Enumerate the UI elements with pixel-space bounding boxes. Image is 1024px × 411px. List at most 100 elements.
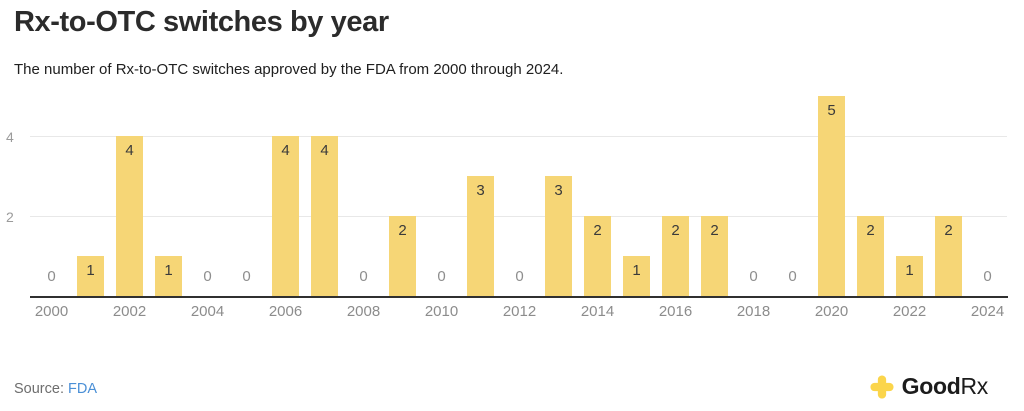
y-tick-label: 2: [6, 209, 14, 225]
goodrx-logo: GoodRx: [869, 373, 988, 400]
bar-column-2013: 3: [539, 96, 578, 296]
goodrx-wordmark-good: Good: [901, 373, 961, 399]
x-tick-label: [695, 303, 734, 320]
goodrx-wordmark-rx: Rx: [960, 373, 988, 399]
zero-value-label: 0: [437, 268, 446, 285]
bar: 3: [545, 176, 572, 296]
zero-value-label: 0: [749, 268, 758, 285]
bar-column-2007: 4: [305, 96, 344, 296]
bar: 4: [311, 136, 338, 296]
x-tick-label: 2000: [34, 303, 69, 320]
bar: 1: [155, 256, 182, 296]
bar: 1: [77, 256, 104, 296]
bar-column-2019: 0: [773, 96, 812, 296]
page-subtitle: The number of Rx-to-OTC switches approve…: [14, 61, 564, 78]
x-tick-label: [773, 303, 812, 320]
bar-column-2014: 2: [578, 96, 617, 296]
x-tick-label: [383, 303, 422, 320]
bar: 4: [272, 136, 299, 296]
x-tick-label: 2020: [814, 303, 849, 320]
bar-column-2015: 1: [617, 96, 656, 296]
bar-column-2012: 0: [500, 96, 539, 296]
bar-series: 0 1 4 1 0 0 4 4 0 2 0 3 0 3 2 1 2 2 0 0 5 2 1 2 0: [32, 96, 1007, 296]
x-tick-label: [461, 303, 500, 320]
zero-value-label: 0: [983, 268, 992, 285]
bar-column-2023: 2: [929, 96, 968, 296]
bar-value-label: 2: [710, 222, 719, 239]
x-tick-label: [71, 303, 110, 320]
bar-value-label: 3: [476, 182, 485, 199]
bar-value-label: 2: [398, 222, 407, 239]
zero-value-label: 0: [515, 268, 524, 285]
bar: 2: [701, 216, 728, 296]
bar-column-2022: 1: [890, 96, 929, 296]
bar-column-2017: 2: [695, 96, 734, 296]
x-tick-label: 2002: [112, 303, 147, 320]
bar-value-label: 4: [125, 142, 134, 159]
x-axis-line: [30, 296, 1008, 298]
bar-column-2002: 4: [110, 96, 149, 296]
grid-line: [30, 136, 1007, 137]
source-link-fda[interactable]: FDA: [68, 381, 98, 397]
chart-plot-area: 2 4 0 1 4 1 0 0 4 4 0 2 0 3 0 3 2 1 2 2 0 0 5 2 1 2 0: [6, 96, 1008, 298]
bar-value-label: 1: [905, 262, 914, 279]
x-tick-label: 2012: [502, 303, 537, 320]
x-tick-label: 2016: [658, 303, 693, 320]
x-tick-label: 2014: [580, 303, 615, 320]
bar: 5: [818, 96, 845, 296]
bar-column-2016: 2: [656, 96, 695, 296]
source-note: Source: FDA: [14, 381, 97, 397]
bar-value-label: 1: [632, 262, 641, 279]
bar-column-2004: 0: [188, 96, 227, 296]
x-tick-label: 2004: [190, 303, 225, 320]
bar-value-label: 4: [320, 142, 329, 159]
bar-value-label: 1: [86, 262, 95, 279]
goodrx-plus-icon: [869, 374, 895, 400]
zero-value-label: 0: [203, 268, 212, 285]
bar: 1: [896, 256, 923, 296]
source-label: Source:: [14, 381, 64, 397]
bar-column-2024: 0: [968, 96, 1007, 296]
y-tick-label: 4: [6, 129, 14, 145]
bar: 3: [467, 176, 494, 296]
bar-column-2011: 3: [461, 96, 500, 296]
bar: 2: [935, 216, 962, 296]
x-tick-label: 2024: [970, 303, 1005, 320]
bar-column-2018: 0: [734, 96, 773, 296]
bar-column-2008: 0: [344, 96, 383, 296]
bar: 1: [623, 256, 650, 296]
bar-value-label: 3: [554, 182, 563, 199]
page-title: Rx-to-OTC switches by year: [14, 6, 389, 38]
bar-column-2020: 5: [812, 96, 851, 296]
bar-value-label: 4: [281, 142, 290, 159]
bar-column-2000: 0: [32, 96, 71, 296]
zero-value-label: 0: [359, 268, 368, 285]
bar: 4: [116, 136, 143, 296]
x-tick-label: 2018: [736, 303, 771, 320]
bar-value-label: 5: [827, 102, 836, 119]
bar-column-2005: 0: [227, 96, 266, 296]
bar-column-2009: 2: [383, 96, 422, 296]
bar-value-label: 1: [164, 262, 173, 279]
bar: 2: [662, 216, 689, 296]
zero-value-label: 0: [242, 268, 251, 285]
bar-column-2001: 1: [71, 96, 110, 296]
zero-value-label: 0: [47, 268, 56, 285]
bar-value-label: 2: [593, 222, 602, 239]
x-tick-label: [149, 303, 188, 320]
bar-column-2010: 0: [422, 96, 461, 296]
x-tick-label: [305, 303, 344, 320]
bar: 2: [389, 216, 416, 296]
bar-column-2003: 1: [149, 96, 188, 296]
x-tick-label: 2006: [268, 303, 303, 320]
bar: 2: [584, 216, 611, 296]
x-tick-label: 2010: [424, 303, 459, 320]
bar-value-label: 2: [944, 222, 953, 239]
x-tick-label: 2022: [892, 303, 927, 320]
bar: 2: [857, 216, 884, 296]
bar-column-2021: 2: [851, 96, 890, 296]
bar-chart: 2 4 0 1 4 1 0 0 4 4 0 2 0 3 0 3 2 1 2 2 0 0 5 2 1 2 0: [6, 96, 1008, 298]
x-tick-label: [617, 303, 656, 320]
bar-value-label: 2: [866, 222, 875, 239]
